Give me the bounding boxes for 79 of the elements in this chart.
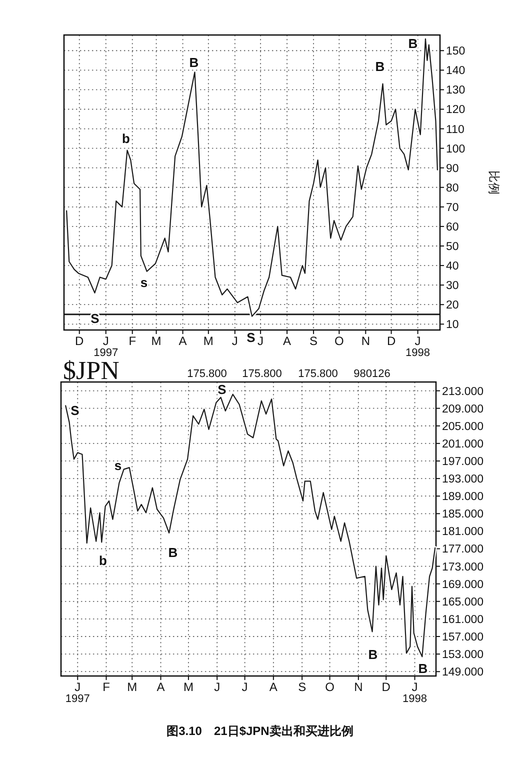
- y-tick-label: 169.000: [442, 578, 484, 591]
- y-tick-label: 193.000: [442, 474, 484, 486]
- x-tick-label: N: [354, 680, 363, 694]
- annotation: S: [218, 382, 227, 397]
- annotation: B: [168, 545, 178, 560]
- x-tick-label: D: [386, 334, 396, 348]
- y-tick-label: 189.000: [442, 491, 484, 504]
- y-tick-label: 213.000: [442, 386, 484, 398]
- y-tick-label: 177.000: [442, 544, 484, 556]
- x-tick-label: J 1998: [402, 680, 427, 705]
- y-tick-label: 30: [446, 280, 459, 292]
- y-tick-label: 140: [446, 65, 466, 78]
- y-tick-label: 153.000: [442, 649, 484, 662]
- y-tick-label: 209.000: [442, 403, 484, 416]
- y-tick-label: 157.000: [442, 632, 484, 644]
- x-tick-label: D: [75, 334, 84, 348]
- x-tick-label: J 1998: [406, 334, 430, 359]
- x-tick-label: A: [178, 334, 187, 348]
- x-tick-label: S: [298, 680, 306, 694]
- y-tick-label: 40: [446, 260, 459, 273]
- x-tick-label: F: [102, 680, 110, 694]
- x-tick-label: N: [361, 334, 370, 348]
- x-tick-label: M: [183, 680, 194, 694]
- annotation: b: [122, 131, 130, 146]
- y-tick-label: 205.000: [442, 420, 484, 433]
- y-tick-label: 10: [446, 319, 459, 332]
- x-tick-label: M: [203, 334, 214, 348]
- y-tick-label: 173.000: [442, 561, 484, 574]
- x-tick-label: J: [232, 334, 238, 348]
- y-tick-label: 80: [446, 182, 459, 194]
- annotation: B: [375, 59, 385, 74]
- x-tick-label: O: [334, 334, 344, 348]
- x-tick-label: A: [156, 680, 165, 694]
- x-tick-label: S: [310, 334, 318, 348]
- annotation: S: [70, 403, 80, 418]
- y-tick-label: 50: [446, 240, 459, 253]
- annotation: B: [418, 661, 428, 676]
- y-tick-label: 149.000: [442, 666, 484, 679]
- x-tick-label: J 1997: [94, 334, 118, 359]
- y-tick-label: 20: [446, 300, 459, 312]
- y-tick-label: 197.000: [442, 456, 484, 468]
- x-tick-label: J: [242, 680, 248, 694]
- y-tick-label: 70: [446, 202, 459, 214]
- x-tick-label: J: [214, 680, 220, 694]
- y-tick-label: 165.000: [442, 596, 484, 608]
- text: 175.800: [298, 368, 338, 380]
- x-tick-label: F: [128, 334, 136, 348]
- y-tick-label: 161.000: [442, 614, 484, 626]
- caption: 图3.10 21日$JPN卖出和买进比例: [166, 724, 354, 738]
- x-tick-label: M: [151, 334, 162, 348]
- y-tick-label: 181.000: [442, 526, 484, 538]
- annotation: B: [189, 55, 199, 70]
- annotation: B: [408, 36, 418, 51]
- x-tick-label: J 1997: [65, 680, 90, 705]
- y-tick-label: 201.000: [442, 438, 484, 450]
- y-tick-label: 60: [446, 221, 459, 234]
- y-tick-label: 120: [446, 104, 466, 116]
- text: 175.800: [187, 368, 227, 380]
- y-tick-label: 150: [446, 46, 466, 58]
- annotation: s: [114, 458, 122, 473]
- y-axis-title: 比例: [487, 170, 501, 194]
- annotation: s: [140, 275, 148, 290]
- y-tick-label: 185.000: [442, 508, 484, 521]
- x-tick-label: A: [283, 334, 292, 348]
- text: 980126: [354, 368, 390, 380]
- y-tick-label: 90: [446, 162, 459, 175]
- annotation: S: [90, 311, 100, 326]
- annotation: B: [368, 647, 378, 662]
- x-tick-label: M: [127, 680, 138, 694]
- text: 175.800: [242, 368, 282, 380]
- x-tick-label: J: [258, 334, 264, 348]
- annotation: b: [99, 553, 108, 568]
- y-tick-label: 100: [446, 143, 466, 156]
- y-tick-label: 130: [446, 84, 466, 97]
- x-tick-label: O: [325, 680, 334, 694]
- x-tick-label: A: [269, 680, 278, 694]
- x-tick-label: D: [382, 680, 391, 694]
- y-tick-label: 110: [446, 124, 464, 136]
- chart-title: $JPN: [63, 356, 120, 385]
